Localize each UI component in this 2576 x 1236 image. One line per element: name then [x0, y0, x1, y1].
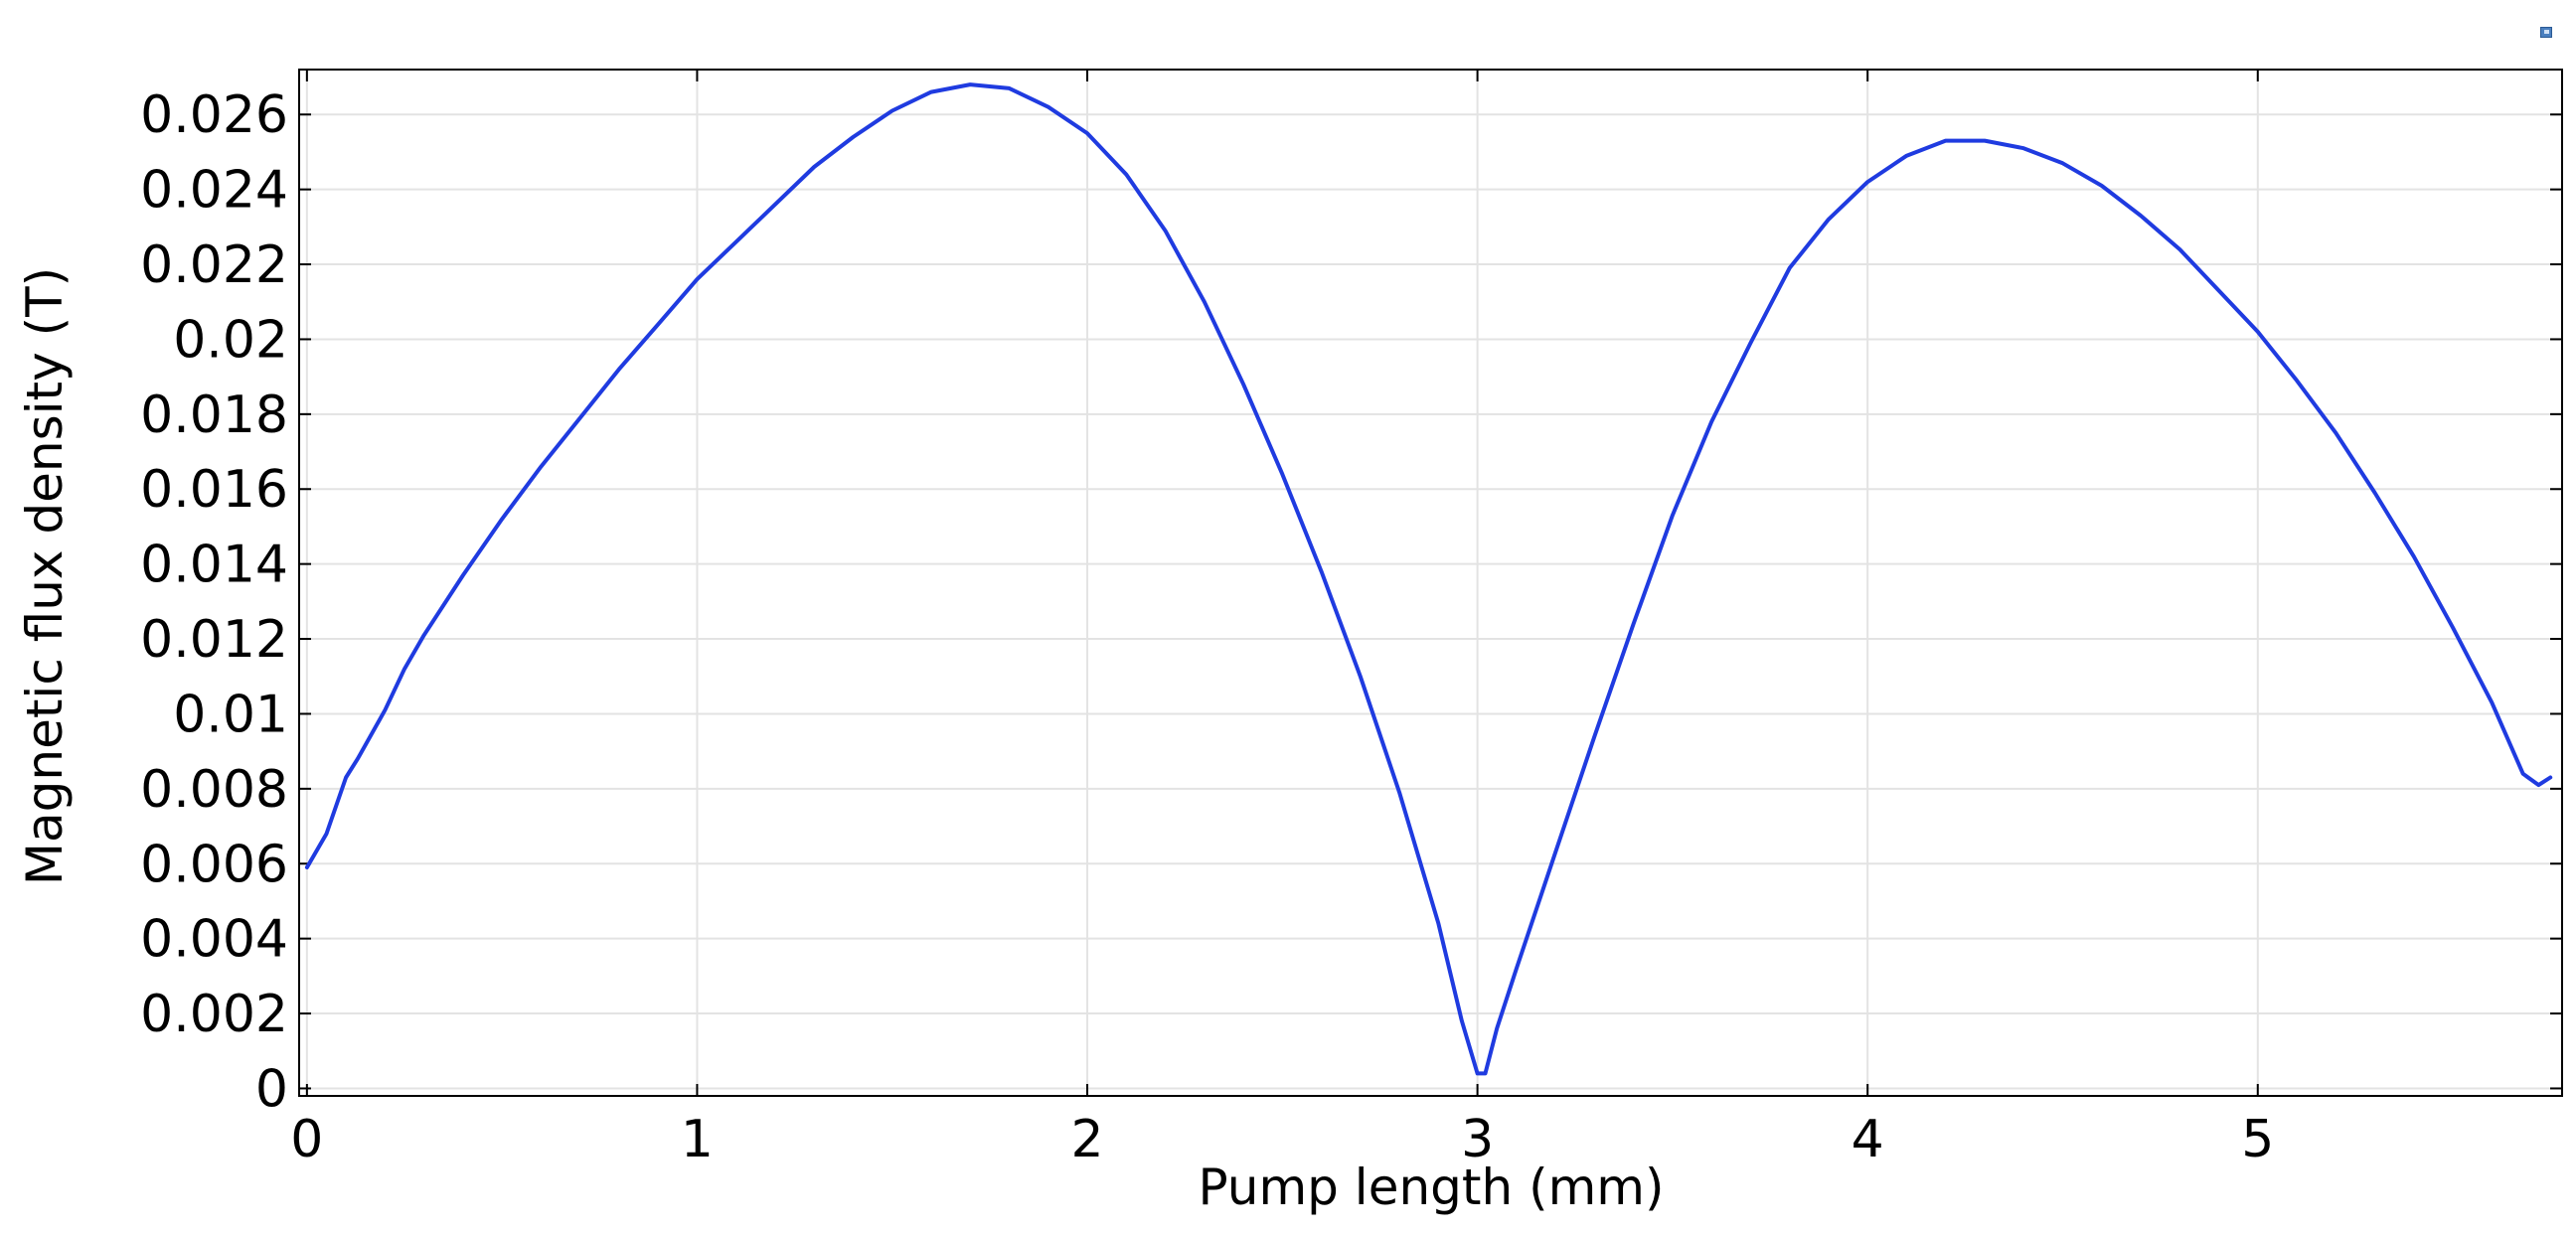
series-line [304, 82, 2553, 1076]
y-tick-label: 0.026 [140, 85, 288, 145]
y-tick-label: 0.006 [140, 835, 288, 894]
axis-ticks [299, 70, 2562, 1096]
y-tick-labels: 0 0.002 0.004 0.006 0.008 0.01 0.012 0.014 0.016… [140, 85, 288, 1119]
y-tick-label: 0.022 [140, 235, 288, 295]
y-tick-label: 0.002 [140, 985, 288, 1044]
x-tick-label: 2 [1070, 1110, 1103, 1169]
chart-grid [299, 70, 2562, 1096]
data-series [304, 82, 2553, 1076]
y-tick-label: 0.014 [140, 536, 288, 595]
x-axis-title: Pump length (mm) [1199, 1159, 1665, 1216]
x-tick-label: 1 [681, 1110, 714, 1169]
x-tick-label: 0 [290, 1110, 323, 1169]
plot-frame [298, 69, 2563, 1097]
y-tick-label: 0.01 [173, 685, 288, 744]
x-tick-label: 3 [1461, 1110, 1494, 1169]
y-tick-label: 0.008 [140, 760, 288, 820]
y-tick-label: 0.02 [173, 310, 288, 370]
window-icon[interactable] [2540, 27, 2552, 38]
y-tick-label: 0.004 [140, 910, 288, 970]
y-axis-title: Magnetic flux density (T) [16, 267, 74, 885]
y-tick-label: 0.018 [140, 386, 288, 445]
y-tick-label: 0 [255, 1059, 288, 1119]
x-tick-label: 4 [1852, 1110, 1884, 1169]
y-tick-label: 0.012 [140, 610, 288, 670]
y-tick-label: 0.024 [140, 161, 288, 221]
y-tick-label: 0.016 [140, 460, 288, 520]
x-tick-labels: 0 1 2 3 4 5 [290, 1110, 2274, 1169]
x-tick-label: 5 [2241, 1110, 2274, 1169]
